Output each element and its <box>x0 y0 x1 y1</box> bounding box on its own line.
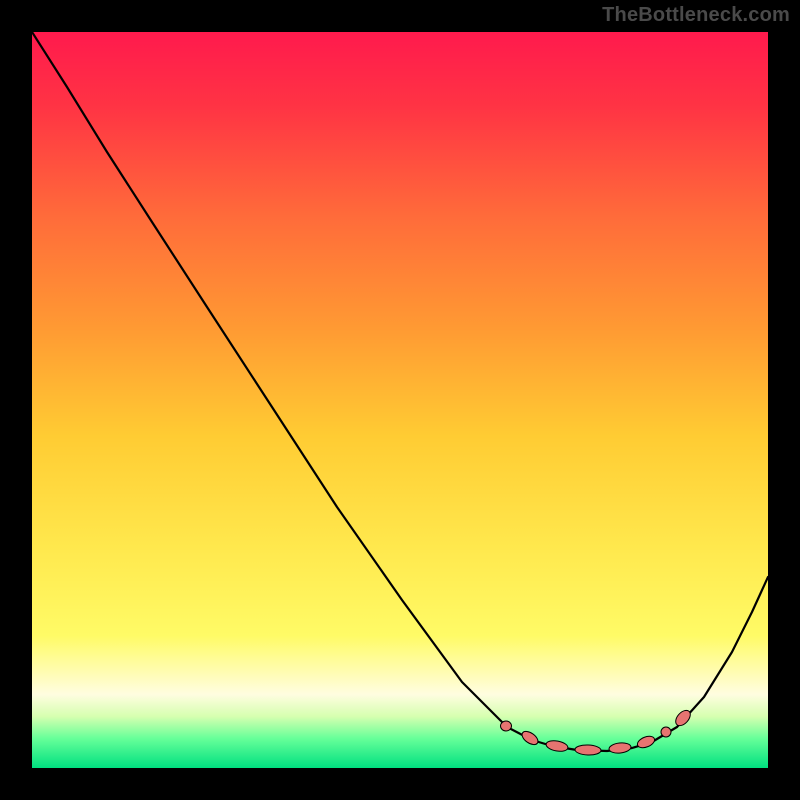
watermark-text: TheBottleneck.com <box>602 4 790 27</box>
gradient-background <box>32 32 768 768</box>
curve-marker <box>501 721 512 731</box>
bottleneck-plot <box>32 32 768 768</box>
curve-marker <box>661 727 671 737</box>
plot-svg <box>32 32 768 768</box>
chart-canvas: TheBottleneck.com <box>0 0 800 800</box>
